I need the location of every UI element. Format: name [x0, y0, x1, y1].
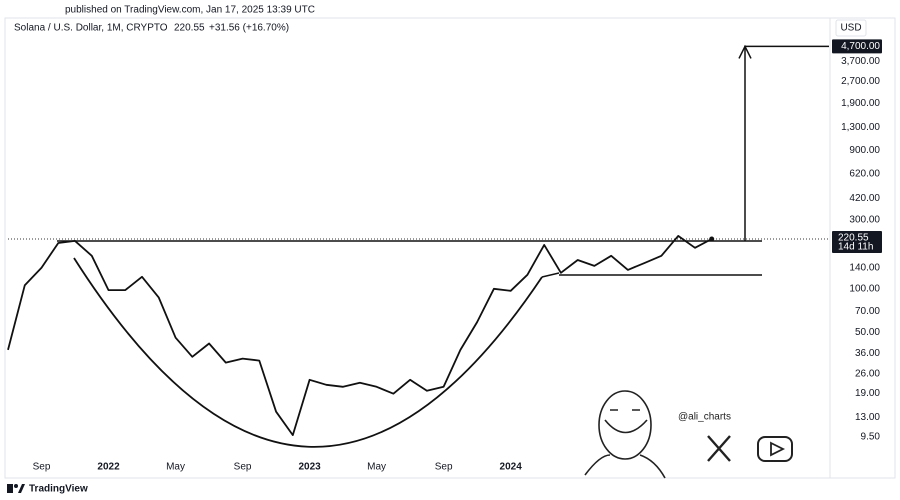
y-tick-label: 13.00	[855, 412, 880, 423]
y-tick-label: 9.50	[861, 432, 881, 443]
price-line-series	[7, 235, 713, 436]
x-tick-label: Sep	[33, 462, 51, 473]
x-tick-label: 2022	[97, 462, 120, 473]
chart-frame	[4, 17, 896, 479]
brand: TradingView	[29, 484, 88, 495]
price-change: +31.56 (+16.70%)	[209, 23, 289, 34]
x-tick-label: May	[166, 462, 185, 473]
y-tick-label: 70.00	[855, 306, 880, 317]
target-label-box	[832, 39, 882, 54]
price-label-box	[832, 231, 882, 254]
last-price: 220.55	[174, 23, 205, 34]
y-tick-label: 36.00	[855, 348, 880, 359]
handle-edge	[541, 272, 560, 278]
x-tick-label: Sep	[234, 462, 252, 473]
brand-logo	[7, 484, 25, 493]
y-tick-label: 1,900.00	[841, 98, 880, 109]
x-tick-label: May	[367, 462, 386, 473]
y-tick-label: 140.00	[849, 262, 880, 273]
y-tick-label: 100.00	[849, 283, 880, 294]
x-tick-label: 2024	[500, 462, 523, 473]
watermark: @ali_charts	[678, 412, 731, 423]
youtube-icon[interactable]	[757, 436, 793, 462]
y-tick-label: 300.00	[849, 214, 880, 225]
y-tick-label: 420.00	[849, 193, 880, 204]
y-tick-label: 620.00	[849, 169, 880, 180]
arrow-head	[738, 44, 752, 59]
x-icon[interactable]	[707, 435, 731, 462]
currency[interactable]: USD	[840, 23, 861, 34]
target-label: 4,700.00	[841, 41, 880, 52]
price-label: 220.55	[838, 233, 869, 244]
y-tick-label: 3,700.00	[841, 56, 880, 67]
y-tick-label: 900.00	[849, 145, 880, 156]
x-tick-label: 2023	[298, 462, 321, 473]
y-tick-label: 26.00	[855, 368, 880, 379]
y-tick-label: 19.00	[855, 388, 880, 399]
cup-curve	[73, 257, 543, 448]
x-tick-label: Sep	[435, 462, 453, 473]
y-tick-label: 1,300.00	[841, 122, 880, 133]
y-tick-label: 50.00	[855, 327, 880, 338]
countdown: 14d 11h	[838, 242, 873, 253]
chart-title: Solana / U.S. Dollar, 1M, CRYPTO	[14, 23, 168, 34]
published-note: published on TradingView.com, Jan 17, 20…	[65, 5, 315, 16]
currency-box[interactable]	[835, 19, 867, 37]
avatar	[584, 390, 666, 479]
y-tick-label: 2,700.00	[841, 76, 880, 87]
last-point	[709, 236, 715, 242]
